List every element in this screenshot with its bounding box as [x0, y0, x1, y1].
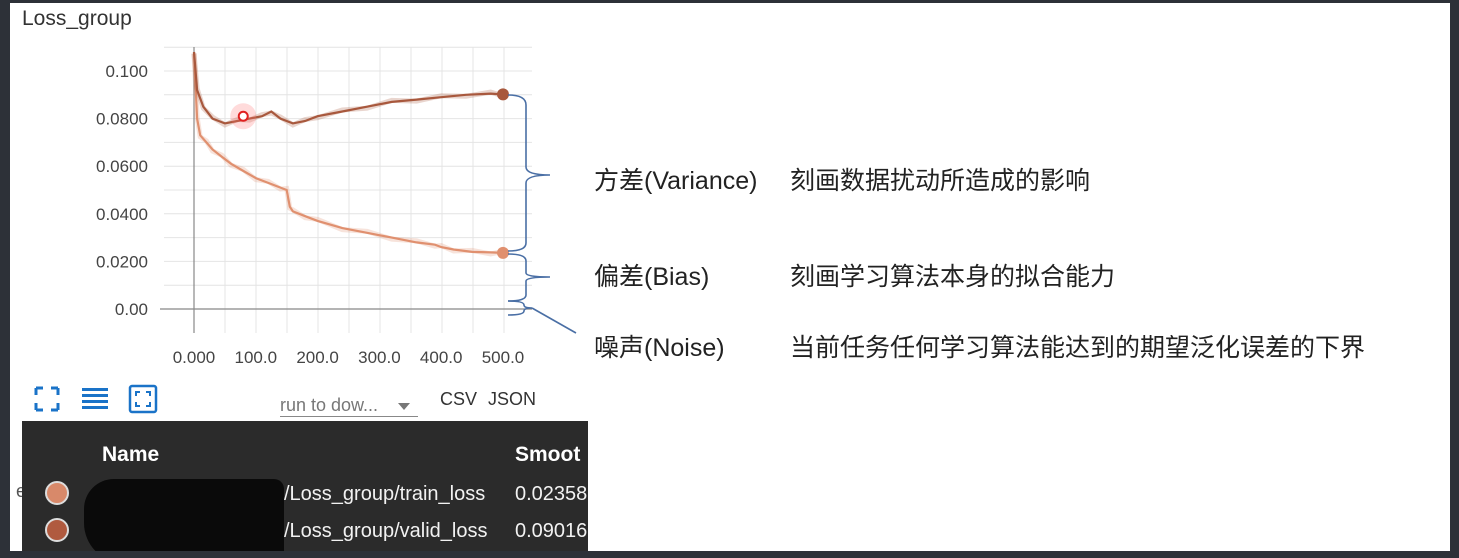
card-title: Loss_group: [22, 7, 132, 30]
tensorboard-card: Loss_group 0.00 0.0200 0.0400 0.0600 0.0800 0…: [10, 3, 1450, 551]
x-tick-label: 400.0: [420, 348, 463, 367]
noise-pointer: [531, 307, 577, 334]
download-json-link[interactable]: JSON: [488, 389, 537, 409]
y-tick-label: 0.0800: [96, 110, 148, 129]
y-tick-label: 0.100: [105, 62, 148, 81]
noise-description: 当前任务任何学习算法能达到的期望泛化误差的下界: [790, 334, 1366, 362]
y-tick-label: 0.0200: [96, 252, 148, 271]
tooltip-smoothed-value: 0.02358: [515, 483, 588, 505]
y-tick-label: 0.0600: [96, 157, 148, 176]
noise-term: 噪声(Noise): [594, 334, 725, 362]
tooltip-name-header: Name: [102, 443, 160, 466]
tooltip-row: /Loss_group/train_loss 0.02358: [22, 479, 588, 513]
download-links: CSV JSON: [440, 389, 542, 410]
tooltip-smoothed-header: Smoot: [515, 443, 581, 466]
fit-domain-icon[interactable]: [32, 384, 62, 414]
y-tick-label: 0.00: [115, 300, 148, 319]
bias-description: 刻画学习算法本身的拟合能力: [790, 263, 1116, 291]
variance-bracket: [507, 94, 551, 252]
toggle-log-scale-icon[interactable]: [80, 384, 110, 414]
bias-term: 偏差(Bias): [594, 263, 710, 291]
series-end-point: [497, 246, 509, 259]
variance-description: 刻画数据扰动所造成的影响: [790, 167, 1091, 195]
loss-chart[interactable]: 0.00 0.0200 0.0400 0.0600 0.0800 0.100 0.000 10…: [10, 3, 1450, 551]
x-tick-label: 100.0: [235, 348, 278, 367]
series-color-dot: [45, 518, 69, 542]
run-download-select[interactable]: run to dow...: [280, 395, 419, 417]
variance-term: 方差(Variance): [594, 167, 758, 195]
series-color-dot: [45, 481, 69, 505]
tooltip-run-name: /Loss_group/train_loss: [284, 483, 486, 505]
x-tick-label: 500.0: [482, 348, 525, 367]
expand-chart-icon[interactable]: [128, 384, 158, 414]
redacted-area: [84, 479, 284, 551]
chevron-down-icon: [398, 403, 411, 410]
x-tick-label: 0.000: [173, 348, 216, 367]
series-line: [192, 51, 504, 254]
x-tick-label: 200.0: [296, 348, 339, 367]
bias-bracket: [507, 253, 551, 302]
tooltip-run-name: /Loss_group/valid_loss: [284, 520, 488, 542]
x-tick-label: 300.0: [358, 348, 401, 367]
tooltip-row: /Loss_group/valid_loss 0.09016: [22, 516, 588, 550]
y-tick-label: 0.0400: [96, 205, 148, 224]
series-end-point: [497, 88, 509, 101]
download-csv-link[interactable]: CSV: [440, 389, 478, 409]
hover-point: [237, 110, 249, 122]
tooltip-smoothed-value: 0.09016: [515, 520, 588, 542]
series-line: [192, 51, 504, 125]
chart-tooltip: Name Smoot /Loss_group/train_loss 0.0235…: [22, 421, 588, 551]
noise-bracket: [507, 300, 533, 316]
